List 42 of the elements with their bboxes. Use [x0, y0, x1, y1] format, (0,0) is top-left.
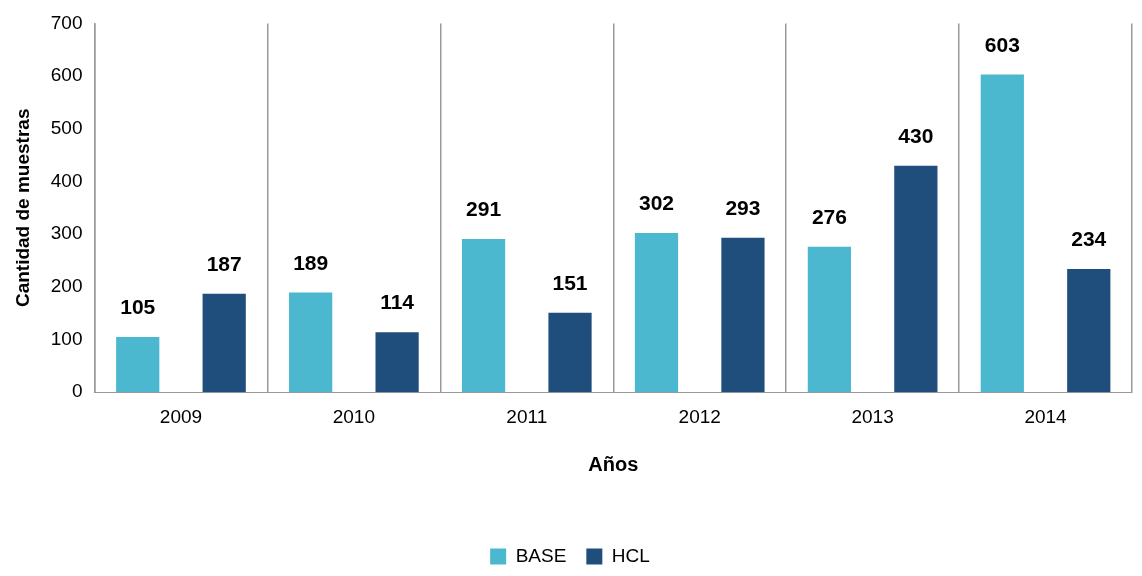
y-tick-label: 100	[50, 327, 83, 349]
y-axis-title: Cantidad de muestras	[11, 108, 33, 308]
data-label: 276	[811, 205, 847, 229]
data-label: 234	[1071, 227, 1107, 251]
bar	[202, 293, 246, 393]
legend-label: HCL	[611, 544, 650, 566]
bar	[721, 237, 765, 393]
bar	[1067, 268, 1111, 393]
y-tick-label: 300	[50, 222, 83, 244]
bar	[116, 336, 160, 393]
x-tick-label: 2011	[506, 405, 548, 427]
data-label: 114	[380, 290, 415, 314]
bar	[894, 165, 938, 393]
y-tick-label: 400	[50, 169, 83, 191]
bar	[375, 332, 419, 393]
data-label: 151	[552, 270, 588, 294]
y-tick-label: 0	[71, 380, 83, 402]
y-tick-label: 500	[50, 117, 83, 139]
bar	[548, 312, 592, 393]
x-tick-label: 2010	[332, 405, 376, 427]
data-label: 187	[206, 251, 242, 275]
data-label: 189	[293, 250, 329, 274]
x-tick-label: 2012	[678, 405, 721, 427]
data-label: 430	[898, 123, 934, 147]
bar	[461, 238, 506, 393]
bar	[980, 74, 1024, 393]
x-tick-label: 2009	[159, 405, 203, 427]
x-tick-label: 2013	[851, 405, 894, 427]
x-tick-label: 2014	[1024, 405, 1068, 427]
legend-label: BASE	[515, 544, 567, 566]
data-label: 291	[466, 197, 502, 221]
data-label: 105	[120, 295, 156, 319]
bar	[634, 233, 679, 393]
y-tick-label: 200	[50, 275, 83, 297]
data-label: 302	[638, 191, 674, 215]
data-label: 603	[984, 32, 1020, 56]
bar	[289, 292, 333, 393]
data-label: 293	[725, 196, 761, 220]
x-axis-title: Años	[588, 452, 639, 475]
y-tick-label: 700	[50, 11, 83, 33]
y-tick-label: 600	[50, 64, 83, 86]
bar	[807, 246, 852, 393]
